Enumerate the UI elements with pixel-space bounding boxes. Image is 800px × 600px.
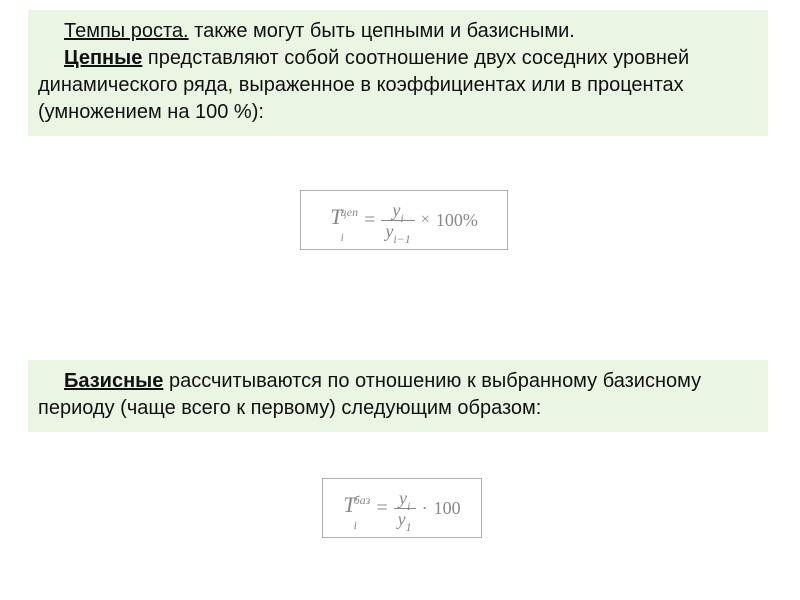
lead-tsepnye: Цепные xyxy=(64,47,142,69)
equals: = xyxy=(376,497,387,520)
den-sub: 1 xyxy=(406,520,412,534)
sup-baz: баз xyxy=(354,495,371,506)
fraction: yi y1 xyxy=(394,488,416,529)
denominator: yi−1 xyxy=(381,221,414,241)
heading-tempy-rosta: Темпы роста. xyxy=(64,20,189,42)
formula-chain-growth-rate: Tцепi = yi yi−1 × 100% xyxy=(300,190,508,250)
subsup: базi xyxy=(354,503,371,525)
percent: % xyxy=(463,210,478,230)
formula-lhs: Tцепi xyxy=(330,204,358,237)
formula-content: Tбазi = yi y1 · 100 xyxy=(323,479,481,537)
dot-op: · xyxy=(422,498,428,519)
paragraph-tempy-rosta: Темпы роста. также могут быть цепными и … xyxy=(28,10,768,136)
hundred: 100 xyxy=(434,498,461,519)
sub-i: i xyxy=(354,520,371,531)
hundred: 100 xyxy=(436,210,463,230)
subsup: цепi xyxy=(340,215,358,237)
den-y: y xyxy=(398,509,406,529)
formula-content: Tцепi = yi yi−1 × 100% xyxy=(301,191,507,249)
den-sub: i−1 xyxy=(393,232,410,246)
heading-tail: также могут быть цепными и базисными. xyxy=(189,20,575,42)
num-sub: i xyxy=(407,499,410,513)
lead-bazisnye: Базисные xyxy=(64,370,163,392)
numerator: yi xyxy=(395,488,414,508)
sup-cep: цеп xyxy=(340,207,358,218)
hundred-percent: 100% xyxy=(436,210,478,231)
formula-lhs: Tбазi xyxy=(343,492,370,525)
denominator: y1 xyxy=(394,509,416,529)
num-sub: i xyxy=(400,211,403,225)
equals: = xyxy=(364,209,375,232)
formula-base-growth-rate: Tбазi = yi y1 · 100 xyxy=(322,478,482,538)
numerator: yi xyxy=(388,200,407,220)
sub-i: i xyxy=(340,232,358,243)
paragraph-bazisnye: Базисные рассчитываются по отношению к в… xyxy=(28,360,768,432)
fraction: yi yi−1 xyxy=(381,200,414,241)
num-y: y xyxy=(399,488,407,508)
times-op: × xyxy=(421,211,430,229)
slide: Темпы роста. также могут быть цепными и … xyxy=(0,0,800,600)
